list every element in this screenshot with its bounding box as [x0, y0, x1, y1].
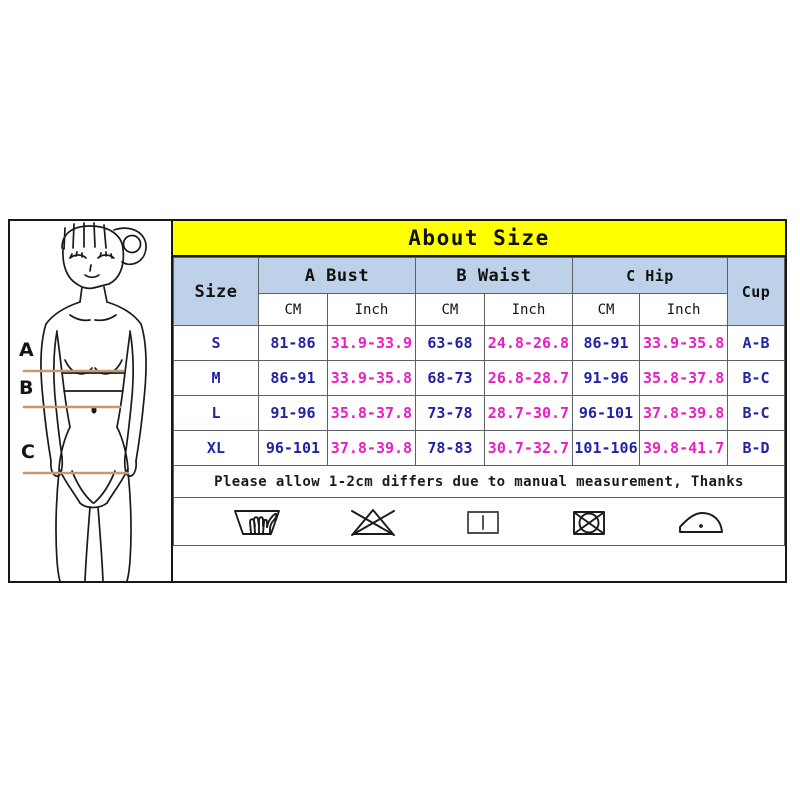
- about-size-title: About Size: [173, 221, 785, 257]
- unit-header-hip-cm: CM: [571, 293, 641, 326]
- cell-waist-cm: 73-78: [414, 395, 485, 431]
- cell-bust-cm: 86-91: [257, 360, 328, 396]
- unit-header-bust-inch: Inch: [326, 293, 416, 326]
- cell-hip-in: 39.8-41.7: [639, 430, 729, 466]
- cell-hip-in: 35.8-37.8: [639, 360, 729, 396]
- line-dry-icon: [463, 505, 503, 539]
- measurement-guide-lines: [22, 369, 130, 475]
- measure-label-b: B: [19, 377, 34, 399]
- unit-header-hip-inch: Inch: [639, 293, 729, 326]
- cell-waist-cm: 68-73: [414, 360, 485, 396]
- cell-size: M: [173, 360, 259, 396]
- care-symbols-row: [173, 497, 785, 546]
- cell-size: S: [173, 325, 259, 361]
- female-body-line-drawing: [22, 222, 147, 581]
- cell-bust-in: 33.9-35.8: [326, 360, 416, 396]
- cell-bust-cm: 91-96: [257, 395, 328, 431]
- unit-header-waist-inch: Inch: [483, 293, 573, 326]
- table-group-header-row: Size A Bust B Waist C Hip Cup: [173, 257, 785, 326]
- cell-hip-cm: 96-101: [571, 395, 641, 431]
- col-header-cup: Cup: [727, 257, 785, 326]
- cell-size: XL: [173, 430, 259, 466]
- cell-hip-in: 33.9-35.8: [639, 325, 729, 361]
- cell-bust-cm: 81-86: [257, 325, 328, 361]
- size-chart-card: A B C About Size S: [8, 219, 787, 583]
- unit-header-waist-cm: CM: [414, 293, 485, 326]
- table-row: L 91-96 35.8-37.8 73-78 28.7-30.7 96-101…: [173, 395, 785, 431]
- cell-bust-cm: 96-101: [257, 430, 328, 466]
- table-row: M 86-91 33.9-35.8 68-73 26.8-28.7 91-96 …: [173, 360, 785, 396]
- cell-hip-cm: 101-106: [571, 430, 641, 466]
- cell-waist-cm: 78-83: [414, 430, 485, 466]
- cell-cup: B-D: [727, 430, 785, 466]
- table-unit-header-row: CM Inch CM Inch CM Inch: [174, 293, 785, 326]
- cell-bust-in: 31.9-33.9: [326, 325, 416, 361]
- cell-waist-cm: 63-68: [414, 325, 485, 361]
- do-not-bleach-icon: [349, 505, 397, 539]
- cell-cup: A-B: [727, 325, 785, 361]
- cell-waist-in: 24.8-26.8: [483, 325, 573, 361]
- do-not-tumble-dry-icon: [569, 505, 609, 539]
- col-header-waist: B Waist: [414, 257, 573, 294]
- table-row: XL 96-101 37.8-39.8 78-83 30.7-32.7 101-…: [173, 430, 785, 466]
- cell-hip-cm: 86-91: [571, 325, 641, 361]
- body-measurement-figure: A B C: [10, 221, 173, 581]
- col-header-bust: A Bust: [257, 257, 416, 294]
- measure-label-c: C: [21, 441, 35, 463]
- iron-low-icon: [675, 505, 727, 539]
- unit-header-bust-cm: CM: [257, 293, 328, 326]
- hand-wash-icon: [231, 505, 283, 539]
- cell-cup: B-C: [727, 395, 785, 431]
- cell-hip-cm: 91-96: [571, 360, 641, 396]
- size-table-pane: About Size Size A Bust B Wais: [173, 221, 785, 581]
- measurement-note-row: Please allow 1-2cm differs due to manual…: [173, 465, 785, 498]
- measure-label-a: A: [19, 339, 34, 361]
- cell-waist-in: 28.7-30.7: [483, 395, 573, 431]
- cell-waist-in: 26.8-28.7: [483, 360, 573, 396]
- col-header-size: Size: [173, 257, 259, 326]
- cell-cup: B-C: [727, 360, 785, 396]
- cell-hip-in: 37.8-39.8: [639, 395, 729, 431]
- measurement-note: Please allow 1-2cm differs due to manual…: [173, 465, 785, 498]
- table-row: S 81-86 31.9-33.9 63-68 24.8-26.8 86-91 …: [173, 325, 785, 361]
- col-header-hip: C Hip: [571, 257, 729, 294]
- cell-size: L: [173, 395, 259, 431]
- size-table: Size A Bust B Waist C Hip Cup CM Inch CM…: [173, 257, 785, 546]
- cell-waist-in: 30.7-32.7: [483, 430, 573, 466]
- cell-bust-in: 35.8-37.8: [326, 395, 416, 431]
- cell-bust-in: 37.8-39.8: [326, 430, 416, 466]
- care-symbols-strip: [174, 499, 784, 545]
